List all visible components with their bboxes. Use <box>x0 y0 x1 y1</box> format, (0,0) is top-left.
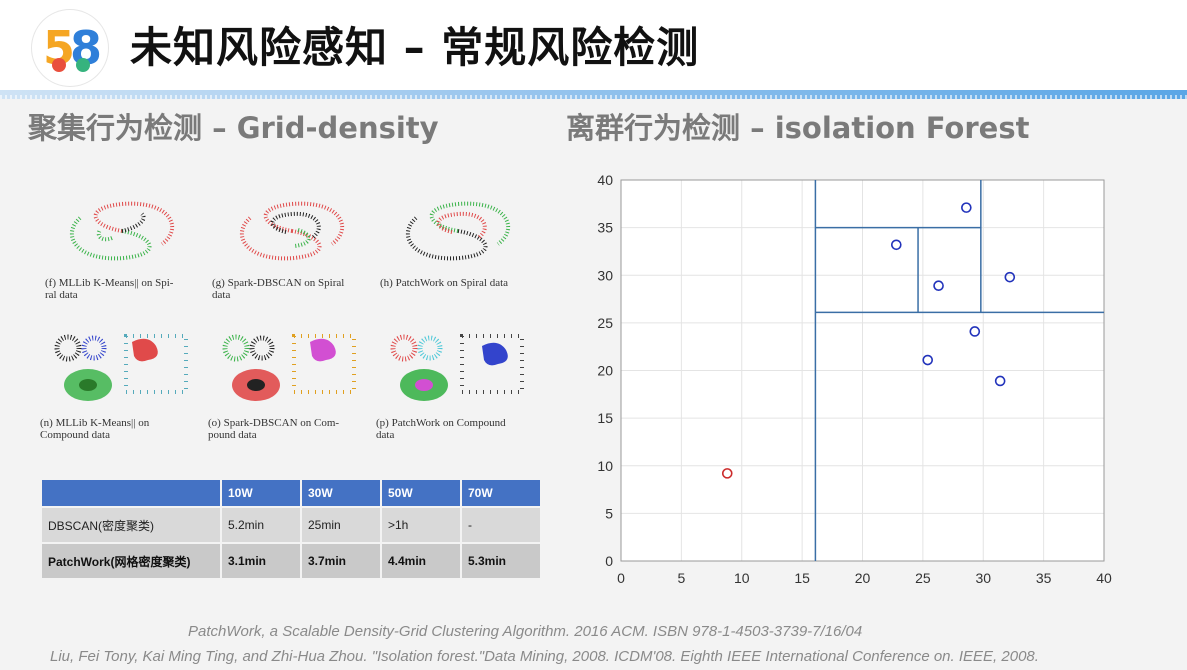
caption-line: data <box>376 429 395 441</box>
caption-line: (p) PatchWork on Compound <box>376 417 506 429</box>
figure-caption-g: (g) Spark-DBSCAN on Spiral data <box>212 277 372 301</box>
caption-line: (g) Spark-DBSCAN on Spiral <box>212 277 345 289</box>
y-tick-label: 5 <box>605 505 613 521</box>
compound-patchwork-plot <box>390 334 524 401</box>
header-stripe <box>0 90 1187 99</box>
y-tick-label: 15 <box>597 410 613 426</box>
table-cell: DBSCAN(密度聚类) <box>40 506 222 544</box>
caption-line: pound data <box>208 429 257 441</box>
table-row: DBSCAN(密度聚类) 5.2min 25min >1h - <box>40 506 542 544</box>
benchmark-table: 10W 30W 50W 70W DBSCAN(密度聚类) 5.2min 25mi… <box>40 478 542 580</box>
table-header-cell: 30W <box>300 478 382 508</box>
x-tick-label: 25 <box>915 570 931 586</box>
data-point <box>1004 271 1016 283</box>
slide-header: 5 8 未知风险感知 – 常规风险检测 <box>0 0 1187 92</box>
data-point <box>961 202 972 213</box>
table-cell: >1h <box>380 506 462 544</box>
logo-dot-red <box>52 58 66 72</box>
x-tick-label: 20 <box>855 570 871 586</box>
table-row: PatchWork(网格密度聚类) 3.1min 3.7min 4.4min 5… <box>40 542 542 580</box>
x-tick-label: 35 <box>1036 570 1052 586</box>
data-point <box>969 326 981 337</box>
caption-line: Compound data <box>40 429 110 441</box>
y-tick-label: 25 <box>597 315 613 331</box>
data-point <box>994 375 1006 387</box>
left-subtitle: 聚集行为检测 – Grid-density <box>28 111 439 145</box>
table-cell: - <box>460 506 542 544</box>
y-tick-label: 35 <box>597 220 613 236</box>
header-stripe-pattern <box>0 95 1187 99</box>
x-tick-label: 40 <box>1096 570 1112 586</box>
x-tick-label: 0 <box>617 570 625 586</box>
data-point <box>721 468 733 479</box>
right-subtitle: 离群行为检测 – isolation Forest <box>566 111 1030 145</box>
data-point <box>891 239 902 251</box>
company-logo: 5 8 <box>32 10 108 86</box>
figure-caption-f: (f) MLLib K-Means|| on Spi- ral data <box>45 277 205 301</box>
table-cell: 5.3min <box>460 542 542 580</box>
table-cell: 3.7min <box>300 542 382 580</box>
reference-isolation-forest: Liu, Fei Tony, Kai Ming Ting, and Zhi-Hu… <box>50 648 1039 665</box>
spiral-kmeans-plot <box>69 201 175 261</box>
spiral-patchwork-plot <box>405 201 511 261</box>
y-tick-label: 40 <box>597 172 613 188</box>
logo-dot-green <box>76 58 90 72</box>
figure-caption-p: (p) PatchWork on Compound data <box>376 417 536 441</box>
y-tick-label: 0 <box>605 553 613 569</box>
figure-caption-o: (o) Spark-DBSCAN on Com- pound data <box>208 417 368 441</box>
isolation-forest-svg: 0 5 10 15 20 25 30 35 40 0 5 10 15 20 25 30 35 40 <box>597 172 1112 586</box>
data-point <box>933 280 944 292</box>
y-tick-label: 10 <box>597 458 613 474</box>
caption-line: ral data <box>45 289 78 301</box>
plot-border <box>620 179 1105 562</box>
isolation-forest-chart: 0 5 10 15 20 25 30 35 40 0 5 10 15 20 25 30 35 40 <box>585 170 1125 594</box>
table-cell: PatchWork(网格密度聚类) <box>40 542 222 580</box>
caption-line: (n) MLLib K-Means|| on <box>40 417 150 429</box>
table-header-cell <box>40 478 222 508</box>
figure-caption-h: (h) PatchWork on Spiral data <box>380 277 540 289</box>
caption-line: (h) PatchWork on Spiral data <box>380 277 509 289</box>
table-cell: 25min <box>300 506 382 544</box>
y-tick-label: 30 <box>597 267 613 283</box>
table-cell: 4.4min <box>380 542 462 580</box>
table-cell: 5.2min <box>220 506 302 544</box>
spiral-dbscan-plot <box>239 201 345 261</box>
compound-kmeans-plot <box>54 334 188 401</box>
table-cell: 3.1min <box>220 542 302 580</box>
x-tick-label: 5 <box>677 570 685 586</box>
table-header-cell: 50W <box>380 478 462 508</box>
table-header-cell: 70W <box>460 478 542 508</box>
x-tick-label: 30 <box>975 570 991 586</box>
compound-dbscan-plot <box>222 334 356 401</box>
caption-line: (o) Spark-DBSCAN on Com- <box>208 417 340 429</box>
slide-title: 未知风险感知 – 常规风险检测 <box>130 23 700 72</box>
table-header-row: 10W 30W 50W 70W <box>40 478 542 508</box>
figure-caption-n: (n) MLLib K-Means|| on Compound data <box>40 417 198 441</box>
y-tick-label: 20 <box>597 363 613 379</box>
table-header-cell: 10W <box>220 478 302 508</box>
x-tick-label: 10 <box>734 570 750 586</box>
reference-patchwork: PatchWork, a Scalable Density-Grid Clust… <box>188 623 863 640</box>
caption-line: (f) MLLib K-Means|| on Spi- <box>45 277 174 289</box>
data-point <box>922 354 934 366</box>
caption-line: data <box>212 289 231 301</box>
x-tick-label: 15 <box>794 570 810 586</box>
